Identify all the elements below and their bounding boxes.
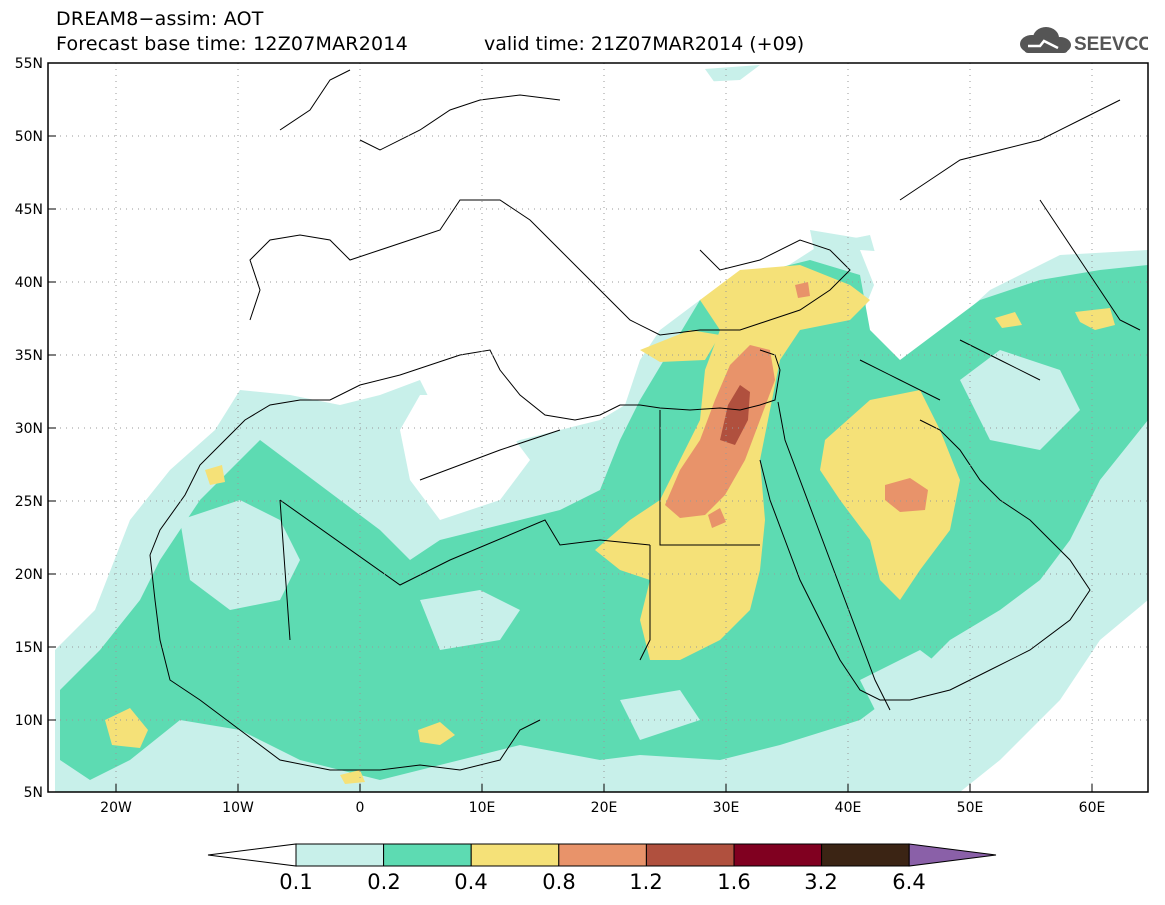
colorbar-label: 3.2 (804, 870, 838, 894)
colorbar-label: 0.2 (367, 870, 401, 894)
map-title: DREAM8−assim: AOT (56, 8, 264, 30)
lon-label: 20W (100, 800, 132, 816)
colorbar-swatch (821, 843, 910, 867)
lon-label: 50E (957, 800, 984, 816)
lon-label: 0 (356, 800, 365, 816)
colorbar-swatch (295, 843, 385, 867)
lon-label: 10W (222, 800, 254, 816)
colorbar-label: 0.4 (454, 870, 488, 894)
valid-time: valid time: 21Z07MAR2014 (+09) (484, 33, 805, 55)
lon-label: 60E (1079, 800, 1106, 816)
lat-label: 15N (15, 640, 43, 656)
lat-label: 30N (15, 421, 43, 437)
lat-label: 35N (15, 348, 43, 364)
lon-label: 10E (469, 800, 496, 816)
colorbar-arrow-high (908, 843, 997, 867)
lat-label: 5N (24, 785, 43, 801)
colorbar-swatch (733, 843, 823, 867)
axis-ticks (48, 62, 1093, 793)
cloud-icon (1020, 27, 1071, 53)
lat-label: 40N (15, 275, 43, 291)
map: 55N 50N 45N 40N 35N 30N 25N 20N 15N 10N … (15, 56, 1149, 816)
colorbar (207, 843, 997, 867)
colorbar-label: 1.2 (629, 870, 663, 894)
colorbar-swatch (470, 843, 560, 867)
coastlines (149, 69, 1141, 771)
colorbar-label: 6.4 (892, 870, 926, 894)
lat-label: 50N (15, 129, 43, 145)
colorbar-swatch (645, 843, 735, 867)
logo-text: SEEVCCC (1074, 34, 1148, 55)
colorbar-arrow-low (207, 843, 297, 867)
lat-label: 45N (15, 202, 43, 218)
lat-label: 25N (15, 494, 43, 510)
forecast-base-time: Forecast base time: 12Z07MAR2014 (56, 33, 408, 55)
lat-label: 20N (15, 567, 43, 583)
lon-label: 30E (713, 800, 740, 816)
colorbar-swatch (558, 843, 647, 867)
colorbar-label: 1.6 (717, 870, 751, 894)
lon-label: 40E (835, 800, 862, 816)
colorbar-label: 0.8 (542, 870, 576, 894)
lat-label: 10N (15, 713, 43, 729)
colorbar-label: 0.1 (279, 870, 313, 894)
lat-label: 55N (15, 56, 43, 72)
lon-label: 20E (591, 800, 618, 816)
colorbar-swatch (383, 843, 472, 867)
seevccc-logo: SEEVCCC (1020, 27, 1148, 55)
